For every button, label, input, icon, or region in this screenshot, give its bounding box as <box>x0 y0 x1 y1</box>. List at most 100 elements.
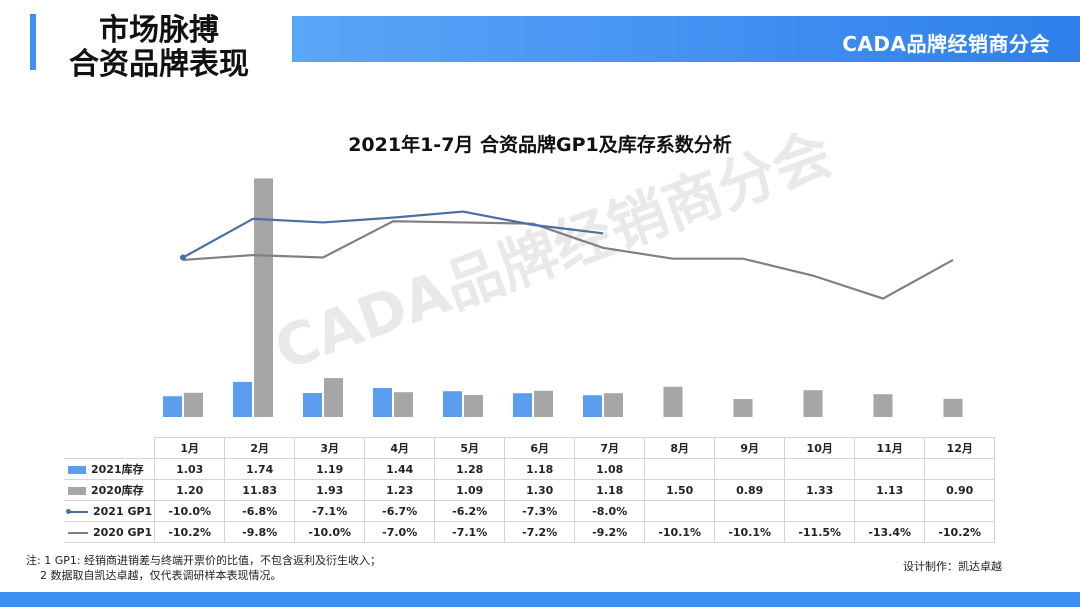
data-label: -7.1% <box>434 521 506 543</box>
bar-2020-inventory <box>663 386 683 417</box>
slide-title: 市场脉搏 合资品牌表现 <box>44 14 274 82</box>
tick-label: 2月 <box>224 437 296 459</box>
tick-label: 9月 <box>714 437 786 459</box>
data-label: -7.2% <box>504 521 576 543</box>
legend-entry: 2020库存 <box>64 479 156 501</box>
gp1-2020-line <box>182 220 954 300</box>
legend-marker <box>68 531 88 534</box>
data-label: -7.3% <box>504 500 576 522</box>
bar-2020-inventory <box>254 178 273 417</box>
data-label: -7.1% <box>294 500 366 522</box>
chart-title: 2021年1-7月 合资品牌GP1及库存系数分析 <box>348 134 732 156</box>
data-label: -13.4% <box>854 521 926 543</box>
data-label <box>854 458 926 480</box>
data-label: 1.03 <box>154 458 226 480</box>
table-row: 2020库存 1.20 11.83 1.93 1.23 1.09 1.30 1.18 1.50 0… <box>64 479 996 501</box>
table-row: 2021库存 1.03 1.74 1.19 1.44 1.28 1.18 1.08 <box>64 458 996 480</box>
slide-title-line2: 合资品牌表现 <box>69 47 249 82</box>
data-label: -6.7% <box>364 500 436 522</box>
data-label: -11.5% <box>784 521 856 543</box>
data-label: -6.8% <box>224 500 296 522</box>
bar-2020-inventory <box>534 390 553 417</box>
tick-label: 12月 <box>924 437 996 459</box>
legend-label: 2021库存 <box>91 463 144 476</box>
credit: 设计制作：凯达卓越 <box>903 560 1002 573</box>
bar-2021-inventory <box>583 395 602 417</box>
bar-2020-inventory <box>324 378 343 417</box>
tick-label: 6月 <box>504 437 576 459</box>
bar-2020-inventory <box>604 393 623 417</box>
data-label: -10.1% <box>714 521 786 543</box>
legend-label: 2021 GP1 <box>93 504 153 518</box>
data-label: 1.33 <box>784 479 856 501</box>
data-label: 1.28 <box>434 458 506 480</box>
legend-marker <box>68 466 86 474</box>
data-label: 1.20 <box>154 479 226 501</box>
tick-label: 10月 <box>784 437 856 459</box>
data-label <box>924 458 996 480</box>
legend-label: 2020 GP1 <box>93 525 153 539</box>
bar-2020-inventory <box>873 394 893 417</box>
tick-label: 8月 <box>644 437 716 459</box>
data-label: 1.93 <box>294 479 366 501</box>
bar-2020-inventory <box>943 398 963 417</box>
bar-2020-inventory <box>803 390 823 417</box>
accent-bar <box>30 14 36 70</box>
data-label: 0.90 <box>924 479 996 501</box>
data-label: 1.08 <box>574 458 646 480</box>
legend-marker <box>68 487 86 495</box>
data-label <box>854 500 926 522</box>
bar-2020-inventory <box>733 399 753 417</box>
bar-2021-inventory <box>443 391 462 417</box>
tick-label: 3月 <box>294 437 366 459</box>
data-label: 1.13 <box>854 479 926 501</box>
data-label <box>924 500 996 522</box>
data-label: 1.44 <box>364 458 436 480</box>
data-table: 1月 2月 3月 4月 5月 6月 7月 8月 9月 10月 11月 12月 2021库存 1.03 1.7… <box>64 437 996 543</box>
data-label: 1.23 <box>364 479 436 501</box>
data-label: 1.09 <box>434 479 506 501</box>
data-label <box>644 500 716 522</box>
data-label: -10.2% <box>924 521 996 543</box>
bar-2021-inventory <box>163 396 182 417</box>
watermark: CADA品牌经销商分会 <box>266 119 840 383</box>
tick-label: 11月 <box>854 437 926 459</box>
bar-2021-inventory <box>303 393 322 417</box>
footnotes: 注: 1 GP1: 经销商进销差与终端开票价的比值，不包含返利及衍生收入； 2 … <box>26 553 381 583</box>
bar-2020-inventory <box>464 395 483 417</box>
data-label: -6.2% <box>434 500 506 522</box>
tick-label: 5月 <box>434 437 506 459</box>
chart-plot: CADA品牌经销商分会 <box>163 119 963 417</box>
data-label <box>714 500 786 522</box>
footnote-2: 2 数据取自凯达卓越，仅代表调研样本表现情况。 <box>40 569 282 582</box>
data-label <box>644 458 716 480</box>
data-label <box>714 458 786 480</box>
legend-entry: 2020 GP1 <box>64 521 156 543</box>
data-label: 1.30 <box>504 479 576 501</box>
tick-label: 7月 <box>574 437 646 459</box>
data-label: 1.74 <box>224 458 296 480</box>
data-label: -10.1% <box>644 521 716 543</box>
data-label <box>784 458 856 480</box>
bar-2020-inventory <box>184 392 203 417</box>
bar-2021-inventory <box>373 387 392 417</box>
data-label: -7.0% <box>364 521 436 543</box>
tick-label: 1月 <box>154 437 226 459</box>
bar-2020-inventory <box>394 392 413 417</box>
table-row: 2021 GP1 -10.0% -6.8% -7.1% -6.7% -6.2% -7.3% -… <box>64 500 996 522</box>
slide-title-line1: 市场脉搏 <box>99 13 219 48</box>
data-label: -10.2% <box>154 521 226 543</box>
bottom-bar <box>0 592 1080 607</box>
legend-label: 2020库存 <box>91 484 144 497</box>
data-label: -10.0% <box>154 500 226 522</box>
data-label: 1.50 <box>644 479 716 501</box>
legend-entry: 2021库存 <box>64 458 156 480</box>
header-banner: CADA品牌经销商分会 <box>292 16 1080 62</box>
bar-2021-inventory <box>233 381 252 417</box>
table-corner <box>64 438 155 459</box>
data-label: 1.18 <box>504 458 576 480</box>
org-name: CADA品牌经销商分会 <box>842 32 1050 56</box>
legend-marker <box>66 508 88 514</box>
data-label: -9.2% <box>574 521 646 543</box>
data-label: 11.83 <box>224 479 296 501</box>
